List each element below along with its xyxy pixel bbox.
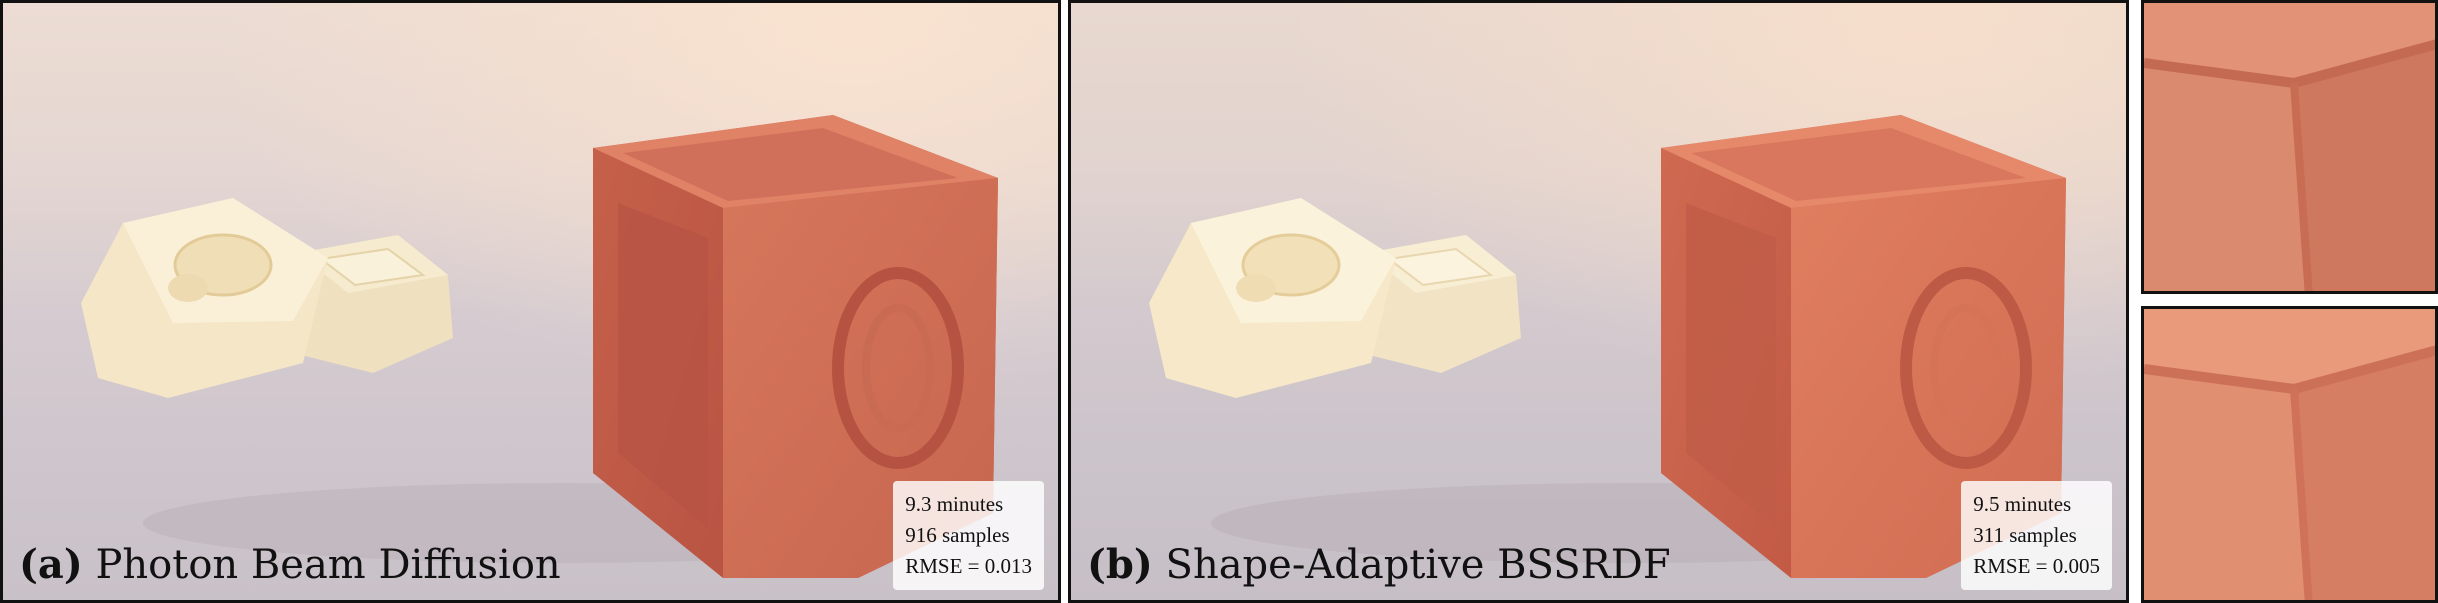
method-caption-a: (a) Photon Beam Diffusion: [19, 541, 561, 588]
method-name: Shape-Adaptive BSSRDF: [1166, 542, 1671, 588]
render-time: 9.3 minutes: [905, 489, 1032, 520]
sample-count: 311 samples: [1973, 520, 2100, 551]
method-name: Photon Beam Diffusion: [96, 542, 561, 588]
render-time: 9.5 minutes: [1973, 489, 2100, 520]
panel-tag: (a): [19, 541, 83, 588]
cube-corner-crop-b: [2144, 309, 2438, 603]
render-panel-b: (b) Shape-Adaptive BSSRDF 9.5 minutes 31…: [1068, 0, 2129, 603]
render-panel-a: (a) Photon Beam Diffusion 9.3 minutes 91…: [0, 0, 1061, 603]
rmse-value: RMSE = 0.005: [1973, 551, 2100, 582]
sample-count: 916 samples: [905, 520, 1032, 551]
render-stats-a: 9.3 minutes 916 samples RMSE = 0.013: [893, 481, 1044, 590]
render-stats-b: 9.5 minutes 311 samples RMSE = 0.005: [1961, 481, 2112, 590]
rmse-value: RMSE = 0.013: [905, 551, 1032, 582]
zoom-crop-a: [2141, 0, 2438, 294]
cube-corner-crop-a: [2144, 3, 2438, 294]
panel-tag: (b): [1087, 541, 1153, 588]
zoom-crop-b: [2141, 306, 2438, 603]
method-caption-b: (b) Shape-Adaptive BSSRDF: [1087, 541, 1671, 588]
